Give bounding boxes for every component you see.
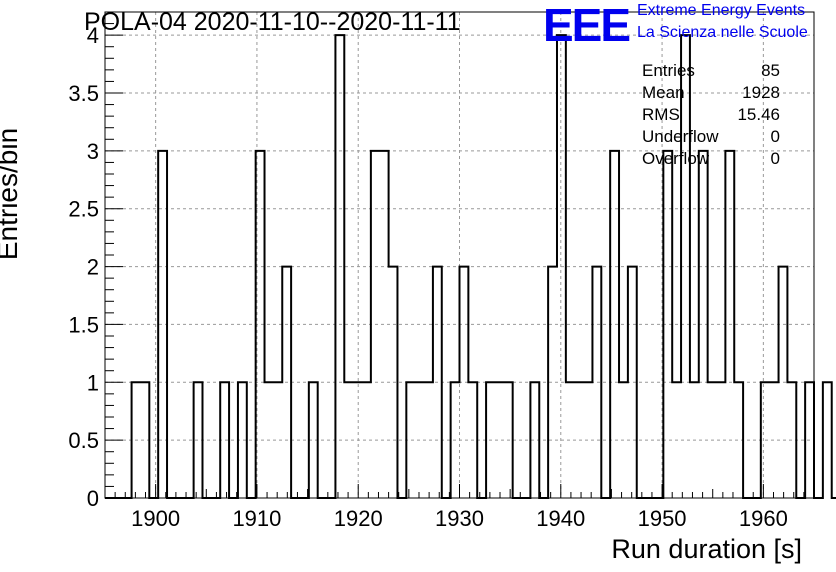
y-tick-label: 3.5: [68, 81, 99, 106]
stats-row-overflow: Overflow 0: [642, 148, 780, 170]
x-tick-label: 1910: [232, 506, 281, 531]
eee-logo: EEE: [543, 0, 631, 51]
x-tick-label: 1930: [435, 506, 484, 531]
stats-rms-label: RMS: [642, 105, 680, 124]
stats-entries-value: 85: [761, 61, 780, 80]
stats-entries-label: Entries: [642, 61, 695, 80]
stats-row-underflow: Underflow 0: [642, 126, 780, 148]
x-axis-label: Run duration [s]: [611, 534, 802, 564]
chart-title: POLA-04 2020-11-10--2020-11-11: [84, 8, 461, 36]
stats-box: Entries 85 Mean 1928 RMS 15.46 Underflow…: [642, 60, 780, 170]
y-tick-label: 1.5: [68, 312, 99, 337]
y-tick-label: 2.5: [68, 197, 99, 222]
stats-row-rms: RMS 15.46: [642, 104, 780, 126]
stats-rms-value: 15.46: [737, 105, 780, 124]
y-tick-label: 0: [87, 486, 99, 511]
y-tick-label: 3: [87, 139, 99, 164]
y-tick-label: 2: [87, 255, 99, 280]
y-tick-label: 0.5: [68, 428, 99, 453]
stats-mean-label: Mean: [642, 83, 685, 102]
stats-row-mean: Mean 1928: [642, 82, 780, 104]
logo-line-extreme-energy-events: Extreme Energy Events: [637, 2, 806, 19]
x-tick-label: 1940: [536, 506, 585, 531]
histogram-bin: [823, 382, 832, 498]
stats-underflow-value: 0: [770, 127, 780, 146]
stats-mean-value: 1928: [742, 83, 780, 102]
axes: 1900 1910 1920 1930 1940 1950 1960 0 0.5 1 1.5 2 2.5…: [68, 11, 815, 531]
y-tick-label: 4: [87, 23, 99, 48]
x-tick-label: 1920: [334, 506, 383, 531]
stats-row-entries: Entries 85: [642, 60, 780, 82]
stats-overflow-label: Overflow: [642, 149, 710, 168]
y-tick-label: 1: [87, 370, 99, 395]
x-tick-label: 1950: [638, 506, 687, 531]
y-axis-label-text: Entries/bin: [0, 127, 23, 261]
stats-underflow-label: Underflow: [642, 127, 719, 146]
x-tick-label: 1960: [739, 506, 788, 531]
logo-line-scienza: La Scienza nelle Scuole: [637, 24, 808, 41]
x-tick-label: 1900: [131, 506, 180, 531]
stats-overflow-value: 0: [770, 149, 780, 168]
